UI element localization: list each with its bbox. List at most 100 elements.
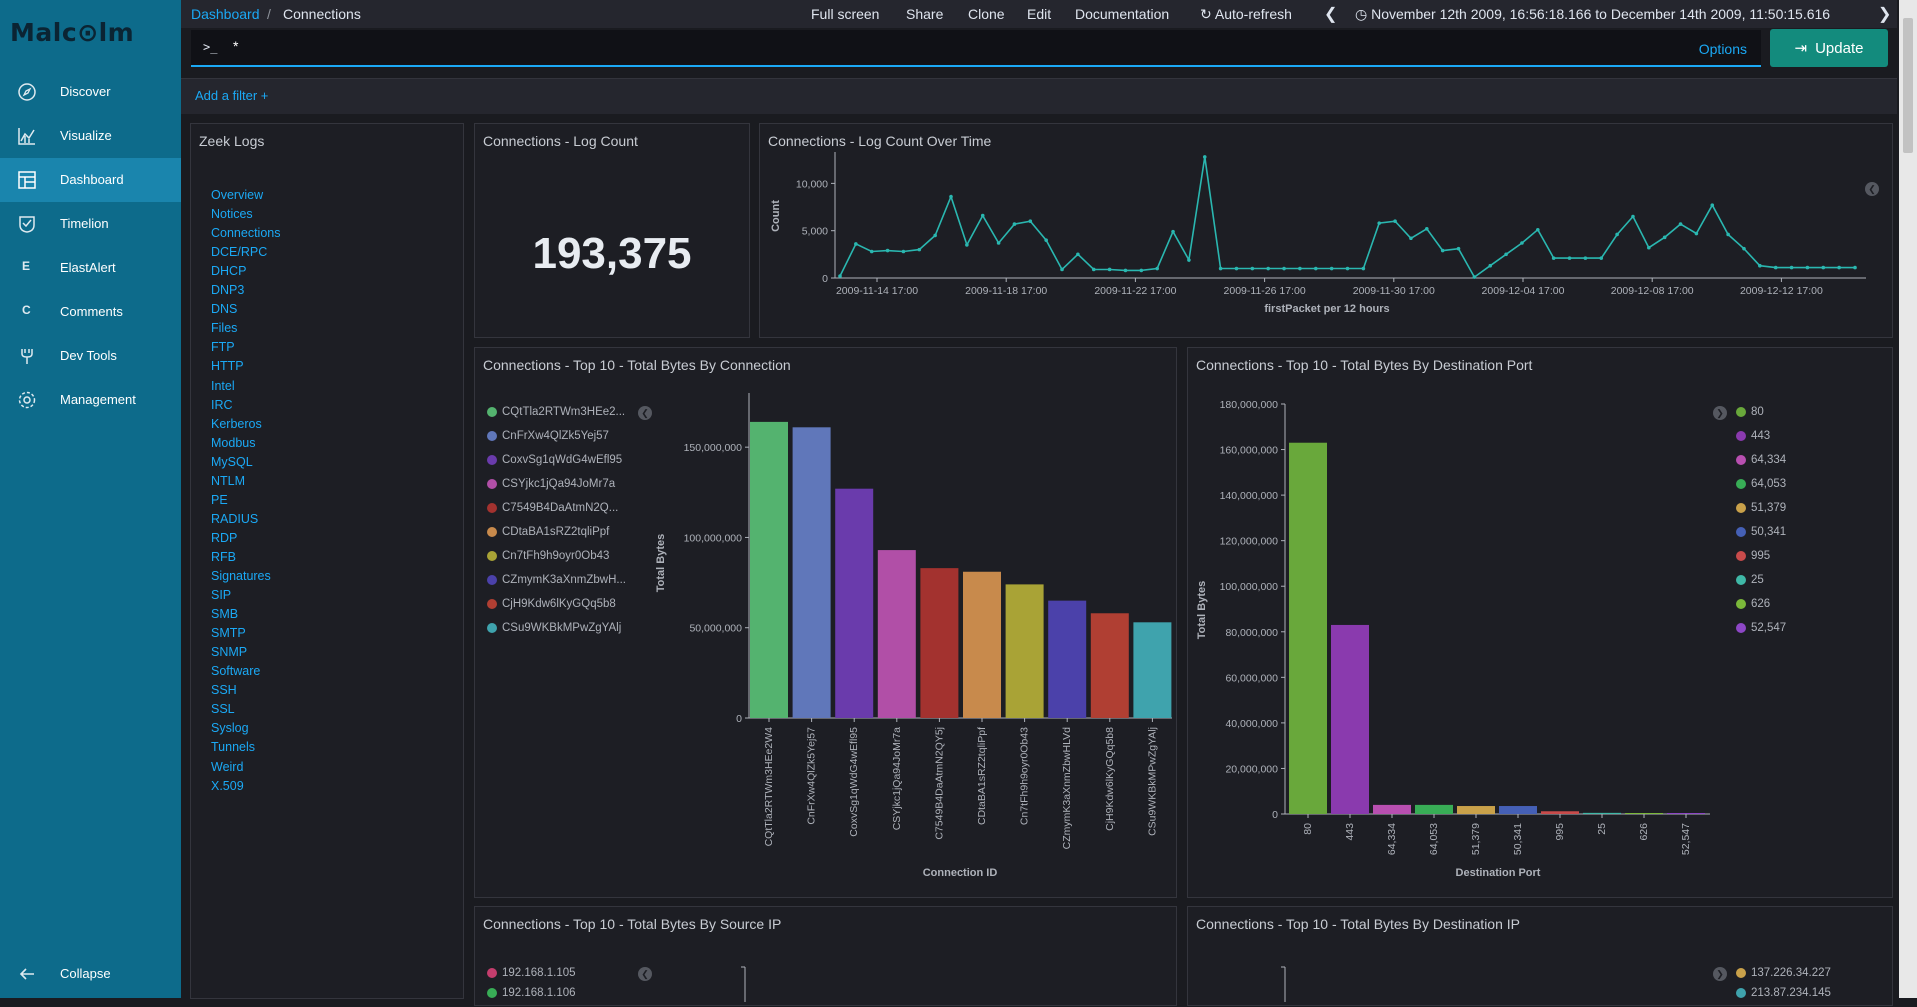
legend-item[interactable]: 25	[1736, 574, 1764, 586]
query-input[interactable]: *	[233, 38, 239, 54]
legend-dot	[487, 431, 497, 441]
legend-toggle-chevron-icon[interactable]: ❯	[1713, 967, 1727, 981]
zeek-link-weird[interactable]: Weird	[211, 759, 244, 774]
legend-item[interactable]: 443	[1736, 430, 1770, 442]
zeek-link-connections[interactable]: Connections	[211, 226, 281, 241]
legend-item[interactable]: 64,053	[1736, 478, 1786, 490]
legend-item[interactable]: CjH9Kdw6lKyGQq5b8	[487, 598, 616, 610]
full-screen-button[interactable]: Full screen	[811, 6, 880, 22]
legend-dot	[1736, 431, 1746, 441]
legend-item[interactable]: 626	[1736, 598, 1770, 610]
zeek-link-software[interactable]: Software	[211, 664, 261, 679]
legend-item[interactable]: CDtaBA1sRZ2tqliPpf	[487, 526, 609, 538]
legend-item[interactable]: 80	[1736, 406, 1764, 418]
zeek-link-radius[interactable]: RADIUS	[211, 511, 259, 526]
zeek-link-x-509[interactable]: X.509	[211, 778, 244, 793]
time-forward-chevron-icon[interactable]: ❯	[1878, 6, 1892, 23]
legend-item[interactable]: CSYjkc1jQa94JoMr7a	[487, 478, 615, 490]
zeek-link-overview[interactable]: Overview	[211, 188, 264, 202]
zeek-link-dce-rpc[interactable]: DCE/RPC	[211, 245, 268, 260]
y-tick-label: 160,000,000	[1220, 445, 1279, 457]
zeek-link-ssl[interactable]: SSL	[211, 702, 235, 717]
share-button[interactable]: Share	[906, 6, 944, 22]
legend-item[interactable]: CQtTla2RTWm3HEe2...	[487, 406, 625, 418]
legend-item[interactable]: 192.168.1.105	[487, 967, 576, 979]
breadcrumb-dashboard[interactable]: Dashboard	[191, 6, 260, 22]
nav-timelion[interactable]: Timelion	[0, 202, 181, 246]
time-back-chevron-icon[interactable]: ❮	[1324, 6, 1338, 23]
zeek-link-ssh[interactable]: SSH	[211, 683, 237, 698]
legend-toggle-chevron-icon[interactable]: ❮	[1865, 182, 1879, 196]
nav-visualize[interactable]: Visualize	[0, 114, 181, 158]
legend-item[interactable]: C7549B4DaAtmN2Q...	[487, 502, 618, 514]
legend-item[interactable]: 64,334	[1736, 454, 1786, 466]
zeek-link-dns[interactable]: DNS	[211, 302, 238, 317]
zeek-link-rfb[interactable]: RFB	[211, 549, 236, 564]
zeek-link-ntlm[interactable]: NTLM	[211, 473, 246, 488]
zeek-link-files[interactable]: Files	[211, 321, 238, 336]
legend-item[interactable]: 995	[1736, 550, 1770, 562]
clone-button[interactable]: Clone	[968, 6, 1005, 22]
zeek-link-kerberos[interactable]: Kerberos	[211, 416, 262, 431]
nav-comments[interactable]: C Comments	[0, 290, 181, 334]
nav-dev-tools[interactable]: Dev Tools	[0, 334, 181, 378]
zeek-link-rdp[interactable]: RDP	[211, 530, 238, 545]
zeek-link-notices[interactable]: Notices	[211, 207, 253, 222]
legend-toggle-chevron-icon[interactable]: ❯	[1713, 406, 1727, 420]
legend-label: CnFrXw4QlZk5Yej57	[502, 430, 609, 442]
zeek-link-intel[interactable]: Intel	[211, 378, 235, 393]
legend-toggle-chevron-icon[interactable]: ❮	[638, 406, 652, 420]
zeek-link-sip[interactable]: SIP	[211, 588, 232, 603]
legend-item[interactable]: Cn7tFh9h9oyr0Ob43	[487, 550, 609, 562]
zeek-link-syslog[interactable]: Syslog	[211, 721, 249, 736]
zeek-link-irc[interactable]: IRC	[211, 397, 233, 412]
add-filter-button[interactable]: Add a filter +	[195, 88, 268, 103]
zeek-link-snmp[interactable]: SNMP	[211, 645, 248, 660]
zeek-link-dnp3[interactable]: DNP3	[211, 283, 245, 298]
collapse-button[interactable]: Collapse	[0, 952, 181, 996]
data-point	[1678, 222, 1683, 226]
nav-management[interactable]: Management	[0, 378, 181, 422]
legend-item[interactable]: CnFrXw4QlZk5Yej57	[487, 430, 609, 442]
legend-item[interactable]: 52,547	[1736, 622, 1786, 634]
zeek-link-smb[interactable]: SMB	[211, 607, 239, 622]
legend-item[interactable]: 213.87.234.145	[1736, 987, 1831, 999]
zeek-link-http[interactable]: HTTP	[211, 359, 244, 374]
update-button[interactable]: ⇥ Update	[1770, 29, 1888, 67]
malcolm-logo[interactable]: Malc⊙lm	[10, 18, 135, 47]
legend-item[interactable]: 50,341	[1736, 526, 1786, 538]
data-point	[854, 242, 858, 246]
data-point	[1044, 238, 1048, 242]
zeek-link-ftp[interactable]: FTP	[211, 340, 235, 355]
bar-7	[1541, 811, 1579, 814]
edit-button[interactable]: Edit	[1027, 6, 1052, 22]
legend-item[interactable]: CoxvSg1qWdG4wEfl95	[487, 454, 622, 466]
documentation-button[interactable]: Documentation	[1075, 6, 1170, 22]
query-options-button[interactable]: Options	[1698, 41, 1747, 57]
data-point	[965, 243, 969, 247]
legend-toggle-chevron-icon[interactable]: ❮	[638, 967, 652, 981]
auto-refresh-button[interactable]: ↻ Auto-refresh	[1200, 6, 1292, 23]
zeek-link-tunnels[interactable]: Tunnels	[211, 740, 256, 755]
legend-item[interactable]: CZmymK3aXnmZbwH...	[487, 574, 626, 586]
zeek-link-smtp[interactable]: SMTP	[211, 626, 246, 641]
legend-item[interactable]: 192.168.1.106	[487, 987, 576, 999]
nav-label: Dashboard	[60, 172, 124, 187]
scrollbar-thumb[interactable]	[1903, 18, 1913, 153]
legend-item[interactable]: 137.226.34.227	[1736, 967, 1831, 979]
zeek-link-signatures[interactable]: Signatures	[211, 569, 271, 583]
legend-item[interactable]: 51,379	[1736, 502, 1786, 514]
x-tick-label: CSYjkc1jQa94JoMr7a	[891, 727, 903, 830]
data-point	[1091, 267, 1096, 272]
page-scrollbar[interactable]	[1899, 0, 1917, 998]
nav-discover[interactable]: Discover	[0, 70, 181, 114]
nav-dashboard[interactable]: Dashboard	[0, 158, 181, 202]
zeek-link-pe[interactable]: PE	[211, 492, 228, 507]
zeek-link-dhcp[interactable]: DHCP	[211, 264, 247, 279]
zeek-link-modbus[interactable]: Modbus	[211, 435, 256, 450]
query-bar[interactable]: >_ * Options	[191, 30, 1761, 67]
nav-elastalert[interactable]: E ElastAlert	[0, 246, 181, 290]
zeek-link-mysql[interactable]: MySQL	[211, 454, 253, 469]
time-range-picker[interactable]: ◷ November 12th 2009, 16:56:18.166 to De…	[1355, 6, 1830, 23]
legend-item[interactable]: CSu9WKBkMPwZgYAlj	[487, 622, 621, 634]
